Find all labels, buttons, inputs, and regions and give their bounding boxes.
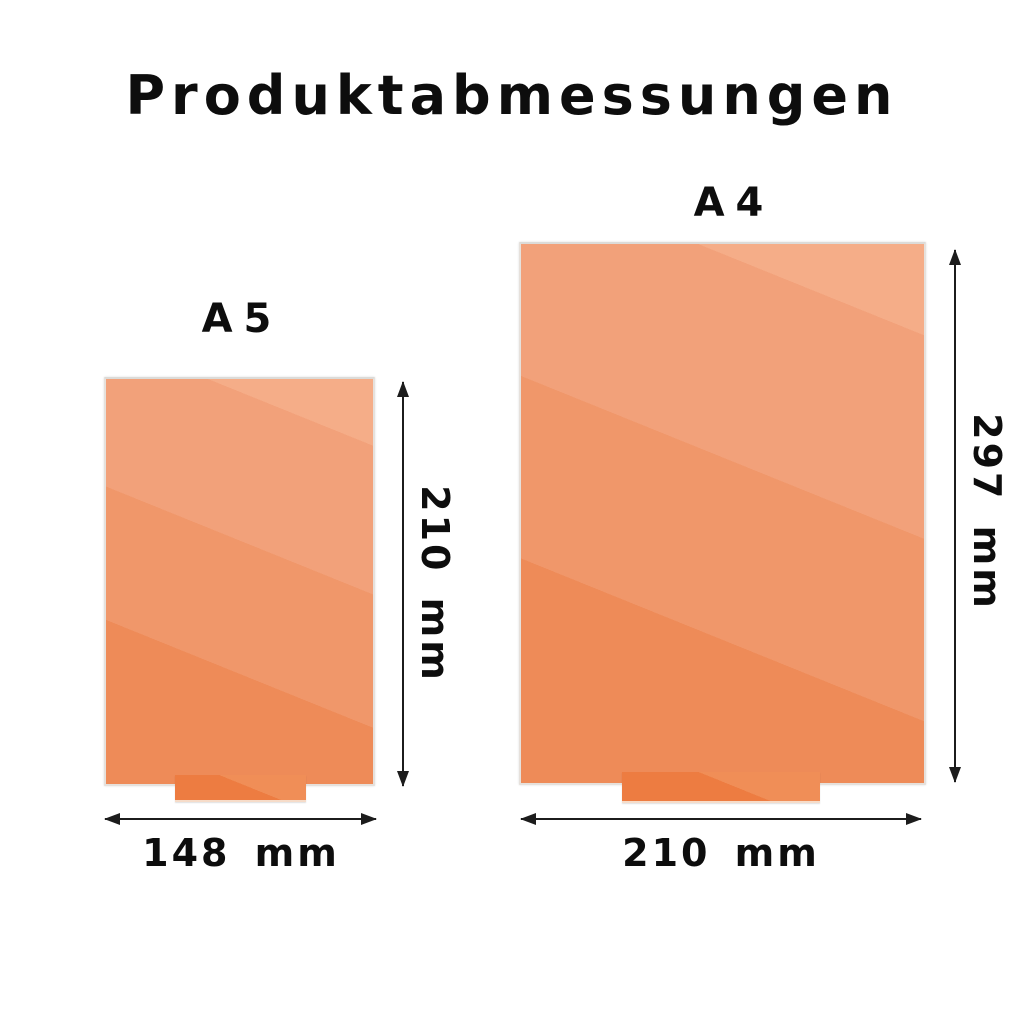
a5-height-dimension-arrow (402, 382, 404, 786)
page-title: Produktabmessungen (125, 64, 899, 127)
a4-plaque-stand (622, 772, 820, 803)
a4-size-label: A4 (693, 180, 775, 226)
a5-plaque-stand (175, 775, 306, 802)
a4-plaque-image (519, 242, 926, 785)
a5-width-value: 148 mm (142, 831, 340, 875)
a4-height-dimension-arrow (954, 250, 956, 782)
a5-width-dimension-arrow (105, 818, 376, 820)
a4-height-value: 297 mm (965, 413, 1009, 611)
a4-width-dimension-arrow (521, 818, 921, 820)
a5-height-value: 210 mm (413, 485, 457, 683)
a5-size-label: A5 (201, 296, 283, 342)
a5-plaque-image (104, 377, 375, 786)
a4-width-value: 210 mm (622, 831, 820, 875)
